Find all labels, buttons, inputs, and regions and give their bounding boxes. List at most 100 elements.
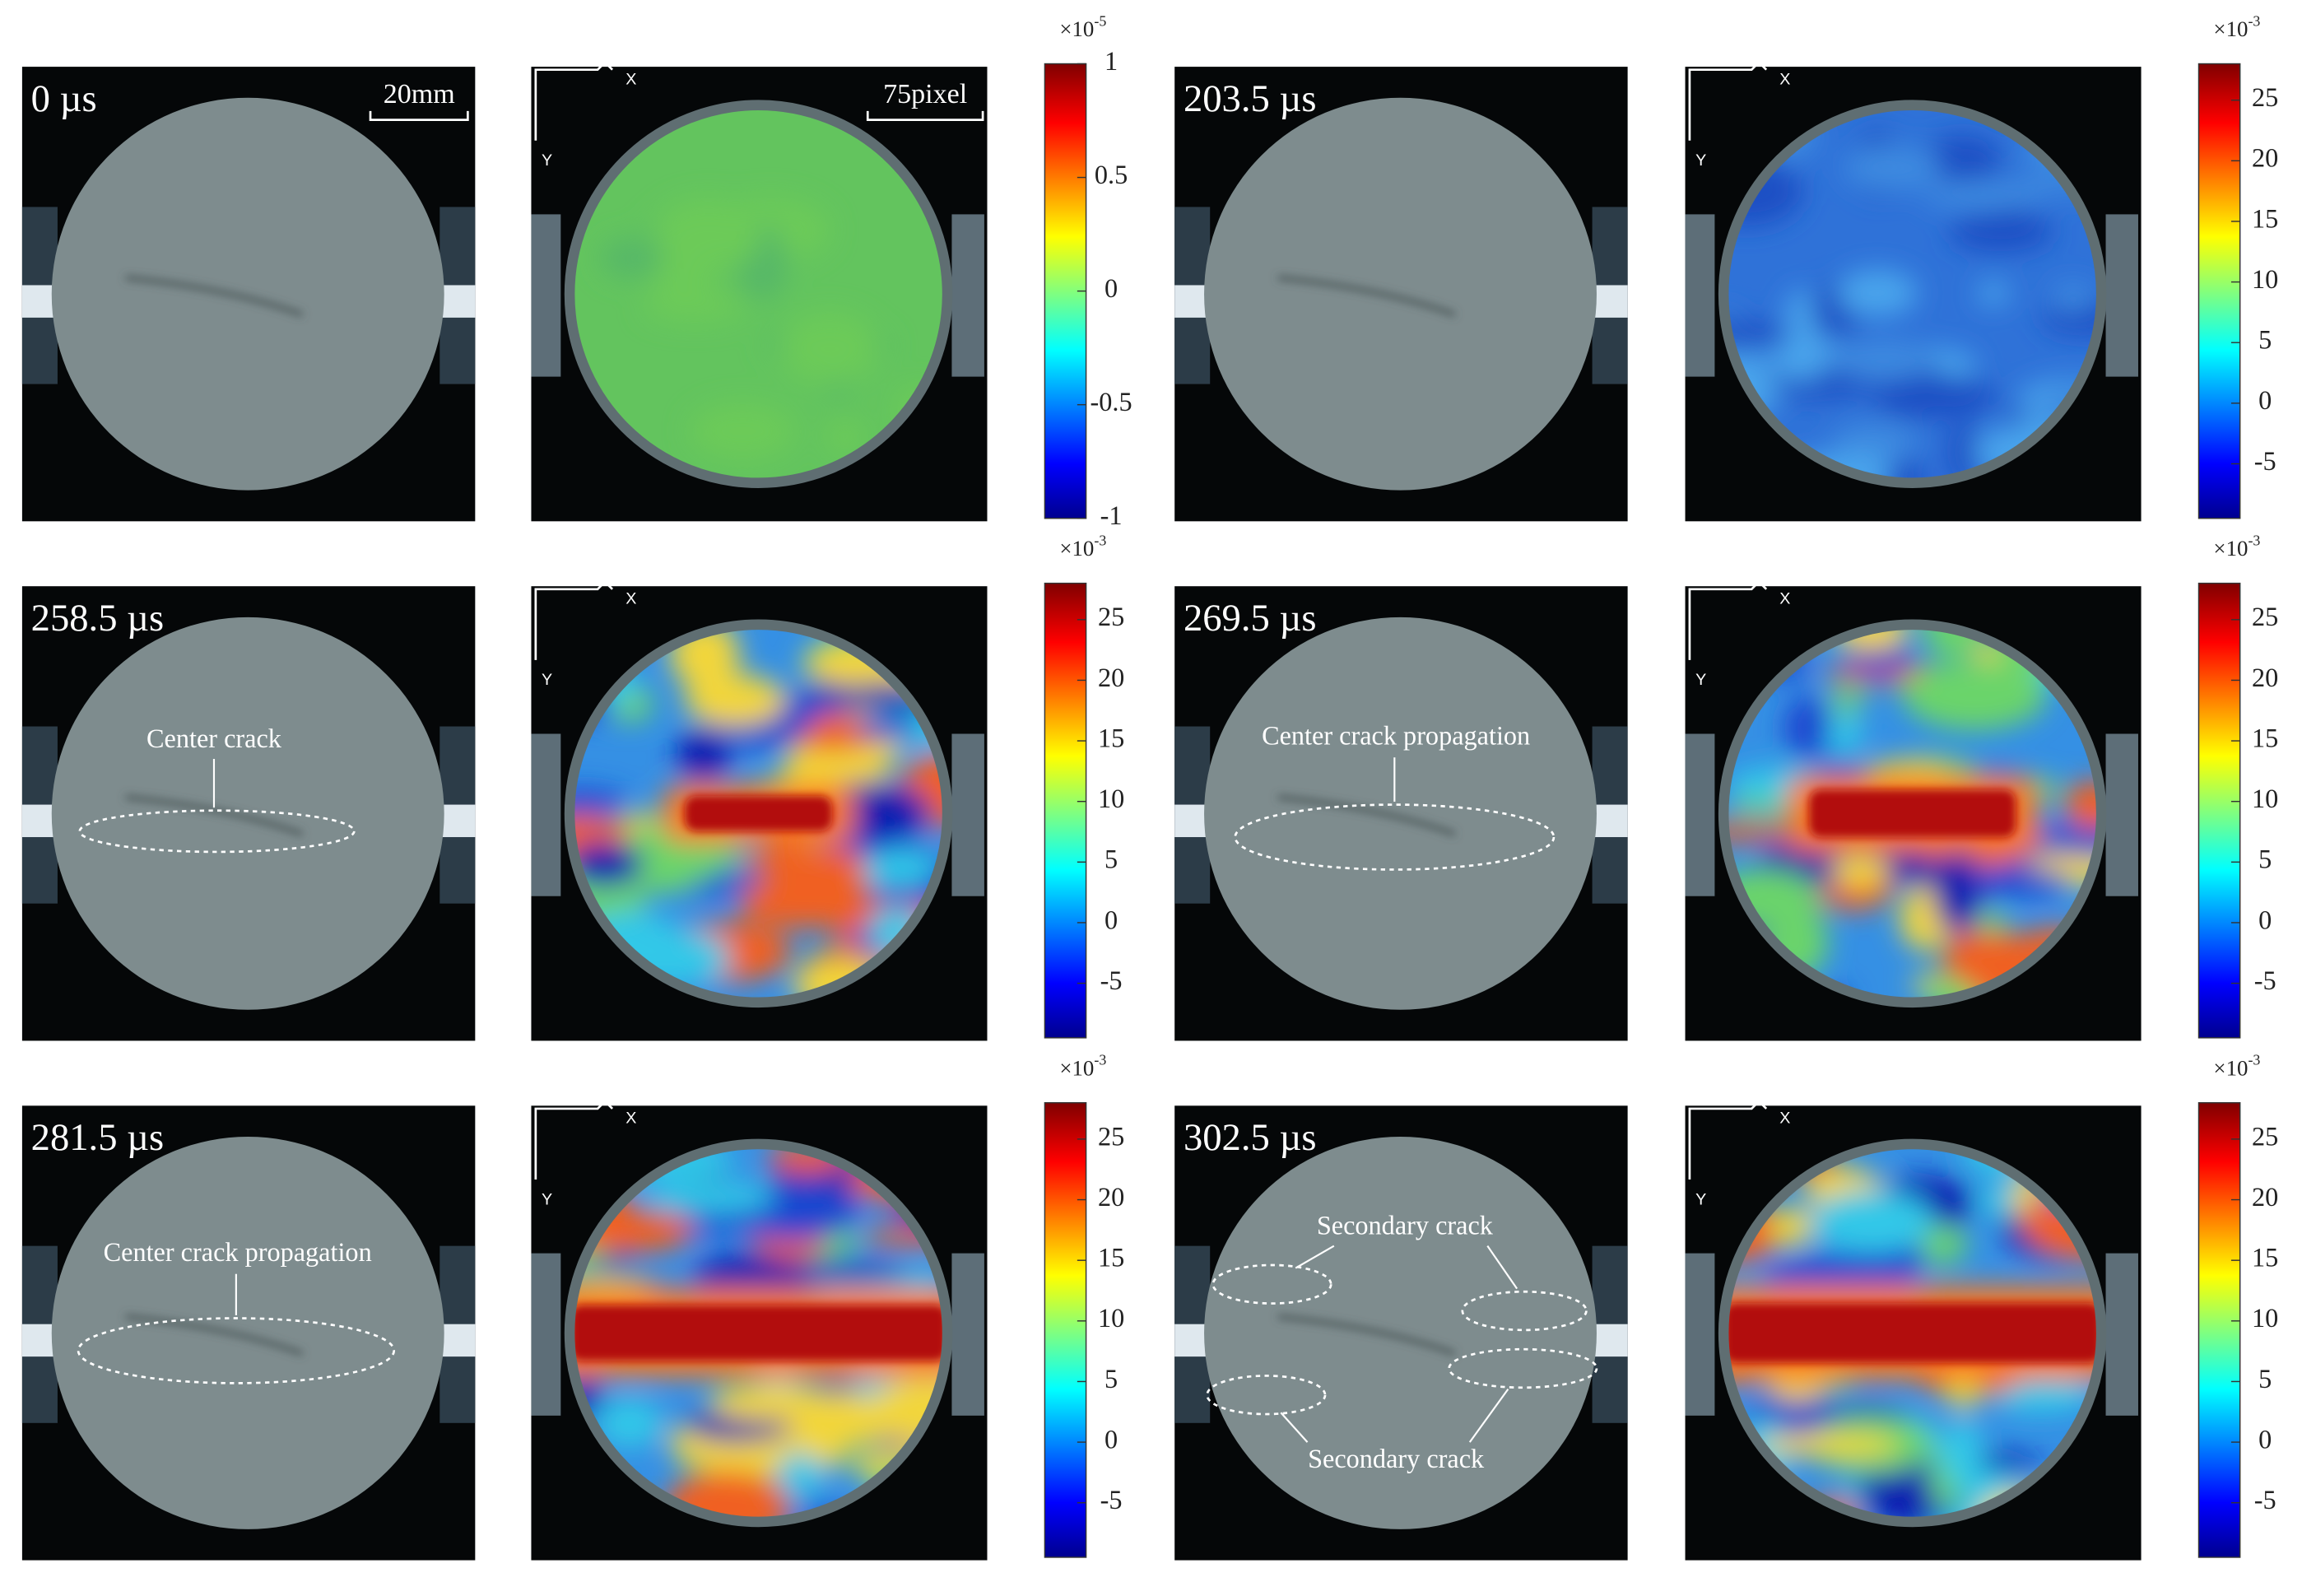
time-label: 269.5 µs: [1184, 597, 1317, 640]
strain-blob: [1902, 659, 2047, 730]
grip: [2105, 214, 2138, 377]
grip: [951, 733, 984, 896]
dic-panel: XY: [1685, 1100, 2142, 1561]
strain-blob: [1923, 135, 2002, 184]
scale-bar: [369, 110, 469, 121]
colorbar-gradient: [2197, 582, 2241, 1039]
colorbar-exponent: ×10-5: [1059, 12, 1106, 41]
axis-y-label: Y: [1695, 671, 1706, 689]
colorbar-tick-label: -1: [1100, 500, 1123, 530]
crack-trace: [1277, 794, 1456, 836]
exponent-base: ×10: [1059, 536, 1094, 561]
annotation-leader: [1486, 1245, 1518, 1290]
colorbar-tick-label: 25: [2252, 1121, 2278, 1151]
colorbar-tick-label: -5: [2254, 966, 2276, 995]
specimen-rim: [564, 1138, 953, 1528]
strain-blob: [1833, 422, 1920, 458]
scale-label: 20mm: [384, 79, 455, 109]
colorbar-tick-label: 10: [1098, 1303, 1124, 1333]
crack-ellipse: [78, 809, 356, 854]
dic-panel: XY: [531, 579, 988, 1041]
crack-ellipse: [1234, 803, 1556, 871]
grip-shine: [1592, 285, 1628, 318]
colorbar-tick-label: 5: [2258, 845, 2272, 874]
grip-shine: [21, 285, 58, 318]
annotation: Secondary crack: [1317, 1211, 1494, 1240]
colorbar-tick-label: 10: [2252, 264, 2278, 294]
strain-blob: [690, 403, 795, 459]
exponent-base: ×10: [1059, 1055, 1094, 1080]
strain-blob: [737, 877, 873, 929]
scale-bar: [866, 110, 984, 121]
axis-y-label: Y: [542, 151, 552, 170]
colorbar-tick-label: 15: [2252, 203, 2278, 233]
grip-left: [1685, 214, 1715, 377]
axis-y-label: Y: [1695, 151, 1706, 170]
axis-y-label: Y: [542, 671, 552, 689]
axis-marker: [1688, 60, 1768, 141]
annotation: Center crack propagation: [104, 1237, 372, 1267]
colorbar-tick-label: 20: [2252, 143, 2278, 173]
photo-panel: 281.5 µs Center crack propagation: [21, 1105, 476, 1561]
strain-blob: [1784, 289, 1821, 347]
specimen-rim: [564, 619, 953, 1008]
colorbar-tick-label: 15: [2252, 1243, 2278, 1273]
grip-shine: [21, 804, 58, 838]
time-label: 258.5 µs: [31, 597, 165, 640]
strain-blob: [600, 239, 664, 278]
colorbar-tick-label: 15: [2252, 723, 2278, 752]
strain-blob: [644, 290, 746, 322]
crack-ellipse: [1211, 1263, 1332, 1305]
strain-blob: [1976, 282, 2010, 305]
colorbar-tick-label: 0: [2258, 905, 2272, 934]
red-band: [570, 1305, 948, 1361]
strain-blob: [1990, 1376, 2092, 1413]
strain-blob: [1836, 269, 1918, 317]
strain-blob: [779, 1263, 909, 1282]
exponent-power: -5: [1094, 12, 1106, 29]
axis-x-label: X: [1779, 1110, 1790, 1128]
strain-blob: [777, 1452, 823, 1497]
strain-blob: [595, 1398, 663, 1448]
colorbar-tick-label: 5: [1104, 845, 1118, 874]
axis-marker: [534, 1100, 614, 1180]
exponent-base: ×10: [2213, 536, 2248, 561]
strain-blob: [1830, 855, 1890, 888]
specimen-rim: [1718, 1138, 2107, 1528]
red-band: [1809, 789, 2016, 838]
strain-blob: [741, 846, 867, 879]
colorbar: 25 20 15 10 5 0 -5 ×10-3: [1044, 1052, 1124, 1558]
strain-blob: [1830, 687, 1864, 714]
grip: [951, 214, 984, 377]
strain-blob: [1828, 340, 1938, 379]
exponent-base: ×10: [1059, 16, 1094, 41]
exponent-power: -3: [2248, 533, 2260, 549]
strain-blob: [1772, 339, 1828, 381]
axis-x-label: X: [625, 1110, 636, 1128]
colorbar-tick-label: -5: [2254, 446, 2276, 476]
colorbar-exponent: ×10-3: [2213, 12, 2260, 41]
photo-panel: 302.5 µs Secondary crack Secondary crack: [1174, 1105, 1628, 1561]
colorbar-tick-label: 0: [1104, 273, 1118, 303]
annotation: Center crack propagation: [1262, 720, 1530, 750]
crack-ellipse: [77, 1317, 396, 1384]
grip: [951, 1253, 984, 1416]
crack-trace: [125, 1314, 304, 1356]
colorbar-gradient: [2197, 63, 2241, 519]
crack-trace: [125, 794, 304, 836]
grip-shine: [1592, 804, 1628, 838]
grip-shine: [439, 1324, 476, 1357]
photo-panel: 269.5 µs Center crack propagation: [1174, 586, 1628, 1041]
exponent-power: -3: [1094, 533, 1106, 549]
dic-panel: XY: [531, 1100, 988, 1561]
red-band: [684, 795, 833, 831]
photo-panel: 258.5 µs Center crack: [21, 586, 476, 1041]
colorbar: 25 20 15 10 5 0 -5 ×10-3: [2197, 533, 2278, 1039]
grip-shine: [1592, 1324, 1628, 1357]
strain-blob: [1783, 696, 1830, 759]
strain-blob: [1843, 145, 1942, 191]
crack-ellipse: [1461, 1290, 1588, 1332]
grip-shine: [1174, 1324, 1211, 1357]
exponent-power: -3: [2248, 1052, 2260, 1068]
grip-left: [531, 1253, 561, 1416]
